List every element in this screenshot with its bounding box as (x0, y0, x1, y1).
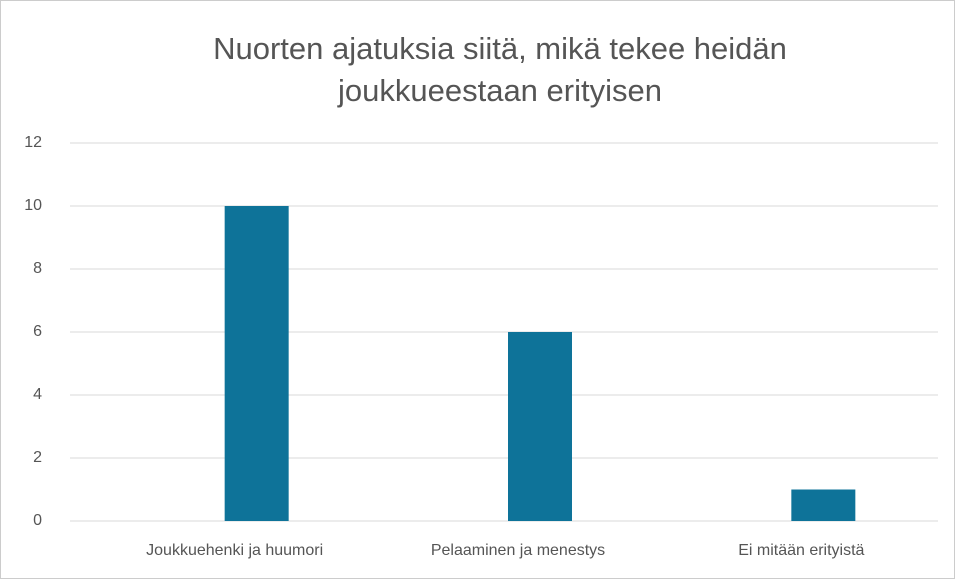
x-tick-label: Joukkuehenki ja huumori (146, 542, 323, 559)
bar (224, 206, 289, 521)
y-tick-label: 6 (33, 323, 42, 340)
x-tick-label: Ei mitään erityistä (738, 542, 864, 559)
y-tick-label: 4 (33, 386, 42, 403)
y-tick-label: 8 (33, 260, 42, 277)
bar (508, 332, 572, 521)
y-tick-label: 2 (33, 449, 42, 466)
y-tick-label: 0 (33, 512, 42, 529)
y-tick-label: 10 (24, 197, 42, 214)
bar (791, 489, 856, 521)
chart-title: Nuorten ajatuksia siitä, mikä tekee heid… (213, 31, 787, 108)
y-tick-label: 12 (24, 134, 42, 151)
x-tick-label: Pelaaminen ja menestys (431, 542, 605, 559)
